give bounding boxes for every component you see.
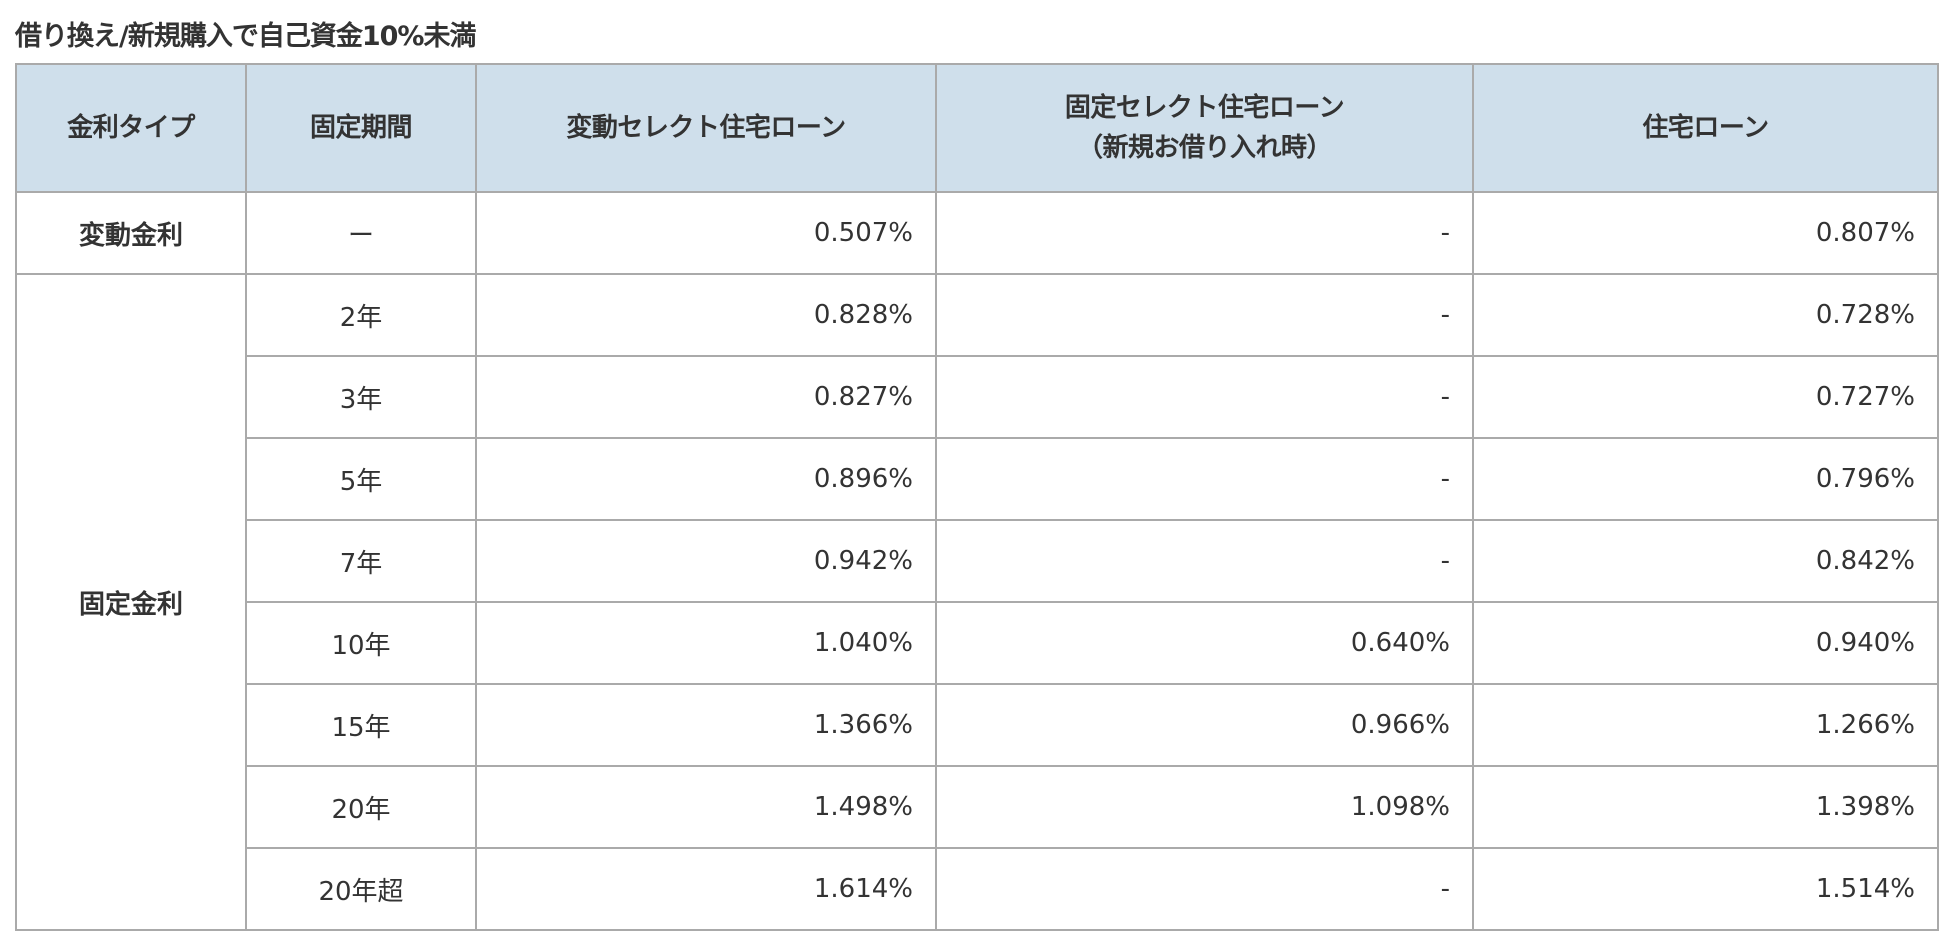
select-fixed-rate: 1.098% [935,765,1474,849]
period-cell: 7年 [245,519,477,603]
loan-rate: 0.842% [1472,519,1939,603]
select-variable-rate: 0.827% [475,355,937,439]
select-fixed-rate: - [935,191,1474,275]
header-rate-type: 金利タイプ [15,63,247,193]
page-title: 借り換え/新規購入で自己資金10%未満 [15,21,476,52]
period-cell: ー [245,191,477,275]
loan-rate: 1.266% [1472,683,1939,767]
select-variable-rate: 1.366% [475,683,937,767]
header-select-variable: 変動セレクト住宅ローン [475,63,937,193]
period-cell: 2年 [245,273,477,357]
period-cell: 20年超 [245,847,477,931]
header-loan: 住宅ローン [1472,63,1939,193]
table-row: 変動金利 ー 0.507% - 0.807% [15,191,1939,275]
period-cell: 15年 [245,683,477,767]
header-select-fixed-line1: 固定セレクト住宅ローン [1064,93,1345,123]
header-select-fixed: 固定セレクト住宅ローン （新規お借り入れ時） [935,63,1474,193]
period-cell: 10年 [245,601,477,685]
select-fixed-rate: 0.640% [935,601,1474,685]
period-cell: 3年 [245,355,477,439]
table-row: 3年 0.827% -0.727% [16,355,1939,439]
loan-rate: 0.796% [1472,437,1939,521]
interest-rate-table: 金利タイプ 固定期間 変動セレクト住宅ローン 固定セレクト住宅ローン （新規お借り… [15,63,1939,931]
select-variable-rate: 0.507% [475,191,937,275]
select-variable-rate: 0.896% [475,437,937,521]
header-row: 金利タイプ 固定期間 変動セレクト住宅ローン 固定セレクト住宅ローン （新規お借り… [15,63,1939,193]
loan-rate: 1.514% [1472,847,1939,931]
select-variable-rate: 0.942% [475,519,937,603]
period-cell: 20年 [245,765,477,849]
table-row: 5年 0.896% -0.796% [16,437,1939,521]
header-select-fixed-line2: （新規お借り入れ時） [1076,133,1333,163]
loan-rate: 0.807% [1472,191,1939,275]
table-row: 10年 1.040% 0.640% 0.940% [16,601,1939,685]
select-variable-rate: 1.040% [475,601,937,685]
table-row: 20年超 1.614% -1.514% [16,847,1939,931]
table-row: 15年 1.366% 0.966% 1.266% [16,683,1939,767]
select-fixed-rate: - [935,355,1474,439]
select-fixed-rate: - [935,519,1474,603]
header-fixed-period: 固定期間 [245,63,477,193]
loan-rate: 0.728% [1472,273,1939,357]
select-fixed-rate: - [935,273,1474,357]
select-fixed-rate: 0.966% [935,683,1474,767]
loan-rate: 1.398% [1472,765,1939,849]
table-row: 固定金利 2年 0.828% -0.728% [15,273,1939,931]
select-variable-rate: 1.498% [475,765,937,849]
select-fixed-rate: - [935,847,1474,931]
select-variable-rate: 1.614% [475,847,937,931]
loan-rate: 0.940% [1472,601,1939,685]
rate-type-cell: 固定金利 [15,273,247,931]
table-row: 20年 1.498% 1.098% 1.398% [16,765,1939,849]
loan-rate: 0.727% [1472,355,1939,439]
table-row: 7年 0.942% -0.842% [16,519,1939,603]
select-fixed-rate: - [935,437,1474,521]
period-cell: 5年 [245,437,477,521]
rate-type-cell: 変動金利 [15,191,247,275]
select-variable-rate: 0.828% [475,273,937,357]
